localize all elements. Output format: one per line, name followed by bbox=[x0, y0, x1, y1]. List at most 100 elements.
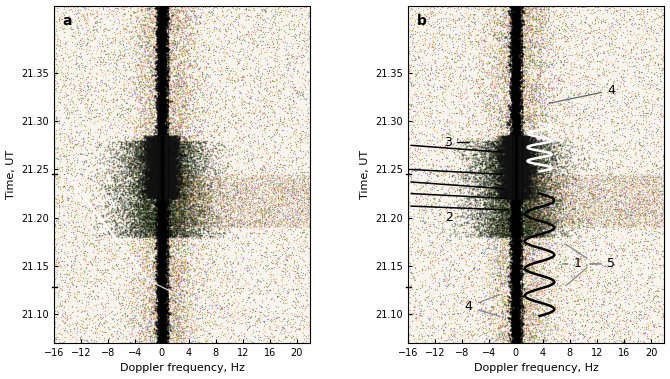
Point bbox=[159, 146, 170, 152]
Point bbox=[485, 50, 496, 56]
Point bbox=[653, 207, 664, 213]
Point bbox=[608, 224, 618, 230]
Point bbox=[502, 172, 513, 178]
Point bbox=[507, 185, 518, 191]
Point bbox=[176, 339, 187, 345]
Point bbox=[517, 152, 527, 158]
Point bbox=[298, 219, 309, 225]
Point bbox=[510, 331, 521, 337]
Point bbox=[508, 157, 519, 163]
Point bbox=[511, 69, 522, 75]
Point bbox=[152, 218, 163, 224]
Point bbox=[509, 235, 520, 241]
Point bbox=[493, 105, 504, 111]
Point bbox=[526, 251, 537, 257]
Point bbox=[170, 202, 181, 208]
Point bbox=[510, 17, 521, 23]
Point bbox=[510, 35, 521, 41]
Point bbox=[647, 279, 657, 285]
Point bbox=[455, 300, 466, 306]
Point bbox=[535, 184, 545, 190]
Point bbox=[131, 224, 142, 230]
Point bbox=[511, 129, 521, 135]
Point bbox=[294, 29, 305, 35]
Point bbox=[155, 149, 166, 155]
Point bbox=[471, 142, 482, 148]
Point bbox=[160, 180, 171, 186]
Point bbox=[74, 16, 85, 22]
Point bbox=[71, 199, 82, 205]
Point bbox=[423, 190, 433, 196]
Point bbox=[153, 227, 164, 233]
Point bbox=[545, 209, 555, 215]
Point bbox=[533, 337, 543, 343]
Point bbox=[153, 204, 164, 210]
Point bbox=[486, 180, 496, 186]
Point bbox=[456, 206, 466, 212]
Point bbox=[158, 161, 169, 168]
Point bbox=[293, 121, 304, 127]
Point bbox=[155, 119, 166, 125]
Point bbox=[494, 172, 505, 178]
Point bbox=[589, 242, 600, 248]
Point bbox=[515, 193, 525, 199]
Point bbox=[178, 332, 188, 338]
Point bbox=[491, 149, 502, 155]
Point bbox=[109, 5, 120, 11]
Point bbox=[155, 152, 165, 158]
Point bbox=[157, 129, 168, 135]
Point bbox=[153, 38, 163, 44]
Point bbox=[175, 164, 186, 171]
Point bbox=[167, 166, 178, 172]
Point bbox=[507, 300, 517, 306]
Point bbox=[536, 164, 547, 170]
Point bbox=[115, 272, 126, 278]
Point bbox=[531, 218, 541, 224]
Point bbox=[154, 45, 165, 52]
Point bbox=[103, 256, 114, 262]
Point bbox=[172, 308, 183, 314]
Point bbox=[504, 222, 515, 229]
Point bbox=[131, 332, 141, 338]
Point bbox=[167, 191, 178, 197]
Point bbox=[88, 330, 98, 336]
Point bbox=[513, 205, 523, 211]
Point bbox=[523, 28, 533, 34]
Point bbox=[178, 225, 189, 231]
Point bbox=[164, 155, 175, 161]
Point bbox=[511, 211, 521, 217]
Point bbox=[524, 193, 535, 199]
Point bbox=[160, 315, 171, 321]
Point bbox=[494, 157, 505, 163]
Point bbox=[456, 150, 467, 157]
Point bbox=[643, 81, 654, 87]
Point bbox=[125, 209, 135, 215]
Point bbox=[143, 40, 154, 46]
Point bbox=[464, 185, 475, 191]
Point bbox=[597, 172, 608, 178]
Point bbox=[263, 124, 274, 130]
Point bbox=[460, 96, 471, 102]
Point bbox=[58, 74, 68, 80]
Point bbox=[161, 15, 172, 21]
Point bbox=[298, 171, 309, 177]
Point bbox=[212, 220, 222, 226]
Point bbox=[507, 6, 517, 12]
Point bbox=[545, 138, 556, 144]
Point bbox=[534, 198, 545, 204]
Point bbox=[574, 218, 584, 224]
Point bbox=[649, 160, 659, 166]
Point bbox=[508, 105, 519, 111]
Point bbox=[436, 244, 447, 250]
Point bbox=[184, 143, 194, 149]
Point bbox=[511, 14, 521, 20]
Point bbox=[99, 186, 110, 192]
Point bbox=[146, 169, 157, 175]
Point bbox=[179, 256, 190, 262]
Point bbox=[506, 185, 517, 191]
Point bbox=[488, 151, 499, 157]
Point bbox=[291, 271, 302, 277]
Point bbox=[264, 323, 275, 329]
Point bbox=[506, 23, 517, 29]
Point bbox=[158, 213, 169, 219]
